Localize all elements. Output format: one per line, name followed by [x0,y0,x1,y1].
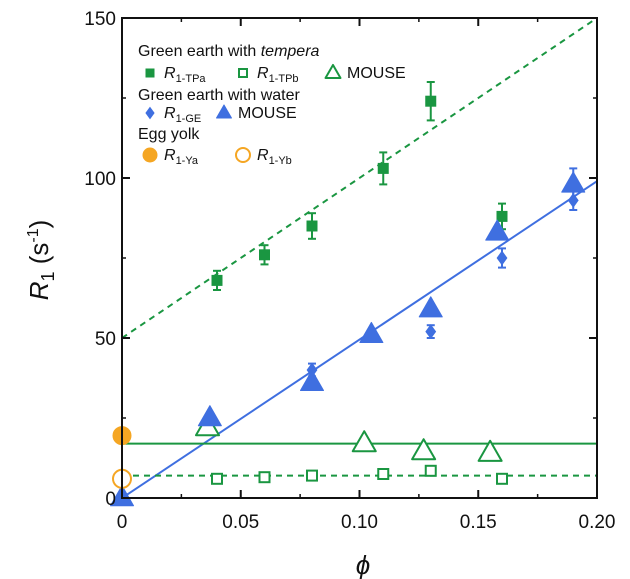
fit-line-2 [122,180,597,498]
series-mouse-3 [194,414,503,462]
data-point [425,95,437,107]
series-r1-tpa-1 [211,81,508,291]
legend-entry-r1-yb: R1-Yb [235,147,292,167]
data-point [197,405,222,427]
data-point [306,469,318,482]
legend-entry-mouse-green: MOUSE [324,63,406,82]
data-point [496,472,508,485]
data-point [496,250,508,266]
y-tick-label: 100 [84,169,116,190]
legend-label: R1-GE [164,105,201,125]
y-axis-label-unit-close: ) [24,220,54,229]
data-point [425,324,437,340]
axis-ticks: 0 0.05 0.10 0.15 0.20 0 50 100 150 [84,9,615,533]
data-point [211,472,223,485]
data-point [377,162,389,174]
legend-marker [145,106,155,120]
data-point [351,430,377,453]
series-r1-tpb-2 [211,464,508,485]
data-point [377,468,390,480]
legend-entry-r1-tpa: R1-TPa [145,65,206,85]
data-point [211,274,223,286]
x-tick-label: 0.15 [460,512,497,533]
y-axis-label: R1 (s-1) [24,220,58,301]
legend-entry-r1-tpb: R1-TPb [238,65,299,85]
legend-label: R1-TPb [257,65,299,85]
y-axis-label-unit-sup: -1 [25,228,42,242]
fit-line-1 [122,18,597,339]
x-tick-label: 0.20 [579,512,616,533]
legend-marker [324,63,342,79]
data-point [561,171,586,193]
data-point [359,321,384,343]
legend-marker [238,68,248,78]
data-point [299,369,325,391]
legend-group-title-water: Green earth with water [138,87,301,104]
legend-group-title-egg-yolk: Egg yolk [138,126,200,143]
y-axis-label-unit-open: (s [24,243,54,272]
x-tick-label: 0.05 [222,512,259,533]
legend-group-title-tempera: Green earth with tempera [138,43,320,60]
legend-label: R1-Ya [164,147,199,167]
data-point [259,249,270,261]
data-point [496,210,508,222]
legend-marker [235,147,251,163]
x-axis-label: ϕ [356,550,370,579]
legend-label: MOUSE [347,65,406,82]
x-tick-label: 0.10 [341,512,378,533]
y-tick-label: 150 [84,9,116,30]
data-point [477,439,503,462]
legend: Green earth with tempera R1-TPa R1-TPb MOUS… [138,43,406,167]
legend-entry-r1-ya: R1-Ya [142,147,199,167]
data-point [411,438,437,461]
data-point [418,296,443,318]
data-point [258,471,271,484]
legend-label: R1-TPa [164,65,206,85]
y-axis-label-main: R [24,282,54,301]
series-mouse-5 [109,167,586,507]
data-point [485,219,510,241]
legend-label: R1-Yb [257,147,292,167]
legend-entry-mouse-blue: MOUSE [216,104,297,122]
legend-entry-r1-ge: R1-GE [145,105,201,125]
data-point [424,464,437,477]
legend-label: MOUSE [238,105,297,122]
legend-marker [145,68,155,78]
legend-marker [142,147,158,163]
y-tick-label: 50 [95,329,116,350]
data-point [306,220,318,232]
y-axis-label-sub: 1 [38,272,58,282]
y-tick-label: 0 [105,489,116,510]
x-tick-label: 0 [117,512,128,533]
legend-marker [216,104,232,119]
data-markers [109,81,586,507]
